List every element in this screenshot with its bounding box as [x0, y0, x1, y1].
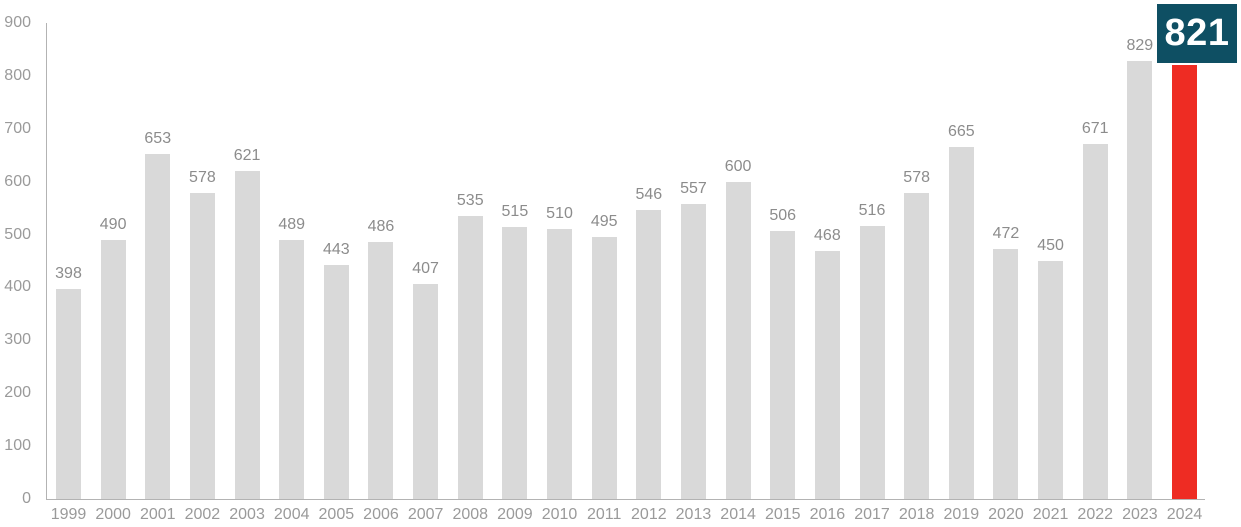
value-label-2007: 407	[412, 259, 439, 277]
x-tick-label-2017: 2017	[854, 506, 890, 523]
bar-2021	[1038, 261, 1064, 499]
value-label-2022: 671	[1081, 120, 1109, 138]
bar-1999	[56, 288, 81, 499]
bar-2017	[859, 226, 885, 499]
x-tick-label-2013: 2013	[675, 506, 712, 523]
value-label-2002: 578	[189, 169, 216, 187]
bar-2024-highlight	[1172, 64, 1197, 499]
bar-2013	[680, 204, 706, 499]
y-tick-label-0: 0	[22, 490, 31, 507]
x-tick-label-2006: 2006	[363, 506, 399, 523]
value-label-2011: 495	[590, 213, 618, 231]
y-tick-label-800: 800	[4, 66, 31, 84]
value-label-2008: 535	[456, 192, 484, 210]
y-tick-label-900: 900	[4, 14, 31, 31]
bar-2009	[502, 226, 528, 499]
x-tick-label-2023: 2023	[1122, 506, 1158, 523]
value-label-2010: 510	[546, 205, 573, 223]
value-label-1999: 398	[55, 264, 82, 282]
x-tick-label-2002: 2002	[184, 506, 221, 523]
value-label-2015: 506	[769, 207, 797, 225]
value-label-2000: 490	[99, 215, 127, 233]
x-tick-label-2009: 2009	[497, 506, 533, 523]
x-tick-label-2016: 2016	[809, 506, 846, 523]
x-axis-line	[46, 499, 1205, 500]
bar-2010	[547, 229, 573, 499]
bar-2015	[770, 231, 796, 499]
bar-2004	[279, 240, 305, 499]
y-tick-label-200: 200	[4, 384, 31, 402]
x-tick-label-2008: 2008	[452, 506, 489, 523]
bar-2008	[457, 216, 483, 499]
bar-2000	[100, 239, 126, 499]
value-label-2003: 621	[233, 146, 261, 164]
x-tick-label-2022: 2022	[1077, 506, 1114, 523]
value-label-2001: 653	[144, 129, 172, 147]
value-label-2021: 450	[1037, 237, 1064, 254]
value-label-2018: 578	[903, 169, 930, 187]
bar-2023	[1127, 60, 1153, 499]
bar-2020	[993, 249, 1019, 499]
bar-2022	[1082, 144, 1108, 499]
value-label-2009: 515	[501, 202, 529, 220]
bar-2001	[145, 153, 171, 499]
x-tick-label-2020: 2020	[988, 506, 1024, 523]
y-tick-label-300: 300	[4, 331, 31, 349]
bar-2012	[636, 210, 662, 499]
y-tick-label-700: 700	[4, 119, 31, 137]
x-tick-label-2021: 2021	[1032, 506, 1069, 523]
x-tick-label-2004: 2004	[273, 506, 310, 523]
bar-2018	[904, 193, 930, 499]
value-label-2020: 472	[992, 225, 1020, 243]
x-tick-label-1999: 1999	[50, 506, 87, 523]
value-label-2006: 486	[367, 217, 395, 235]
value-label-2004: 489	[278, 216, 306, 234]
y-axis-line	[46, 23, 47, 499]
bar-2003	[234, 170, 260, 499]
y-tick-label-400: 400	[4, 278, 31, 296]
bar-2002	[189, 193, 215, 499]
x-tick-label-2001: 2001	[139, 506, 176, 523]
y-tick-label-600: 600	[4, 172, 31, 190]
y-tick-label-500: 500	[4, 225, 31, 243]
x-tick-label-2003: 2003	[229, 506, 265, 523]
bar-2007	[413, 283, 439, 499]
x-tick-label-2011: 2011	[586, 506, 622, 523]
value-label-2016: 468	[814, 227, 841, 245]
x-tick-label-2024: 2024	[1166, 506, 1203, 523]
bar-2005	[323, 264, 349, 499]
bar-2014	[725, 181, 751, 499]
highlight-badge: 821	[1157, 4, 1237, 63]
x-tick-label-2018: 2018	[898, 506, 935, 523]
value-label-2019: 665	[947, 123, 975, 141]
value-label-2013: 557	[680, 180, 707, 198]
x-tick-label-2007: 2007	[407, 506, 444, 523]
highlight-badge-value: 821	[1164, 12, 1230, 54]
bar-2016	[814, 251, 840, 499]
value-label-2012: 546	[635, 186, 663, 204]
x-tick-label-2015: 2015	[764, 506, 801, 523]
value-label-2005: 443	[322, 240, 350, 258]
x-tick-label-2000: 2000	[95, 506, 131, 523]
x-tick-label-2012: 2012	[631, 506, 667, 523]
bar-2006	[368, 241, 394, 499]
x-tick-label-2005: 2005	[318, 506, 355, 523]
bar-2019	[948, 147, 974, 499]
value-label-2023: 829	[1126, 36, 1154, 54]
x-tick-label-2019: 2019	[943, 506, 980, 523]
bar-2011	[591, 237, 617, 499]
value-label-2017: 516	[858, 202, 886, 220]
y-tick-label-100: 100	[4, 437, 31, 455]
x-tick-label-2014: 2014	[720, 506, 756, 523]
x-tick-label-2010: 2010	[541, 506, 578, 523]
value-label-2014: 600	[724, 157, 752, 175]
